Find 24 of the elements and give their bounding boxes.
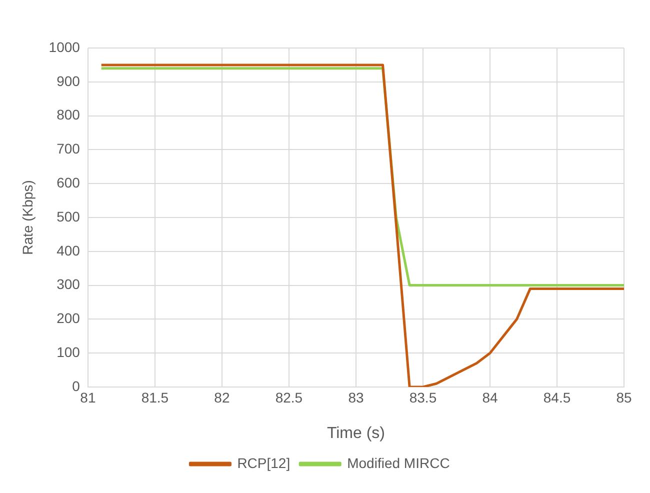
x-tick-label: 84: [482, 389, 498, 406]
x-tick-label: 83.5: [409, 389, 437, 406]
x-axis-title: Time (s): [326, 424, 386, 442]
y-axis-title: Rate (Kbps): [19, 180, 36, 255]
y-tick-label: 300: [56, 276, 80, 292]
x-tick-label: 84.5: [543, 389, 571, 406]
y-tick-label: 800: [56, 106, 80, 123]
y-tick-label: 200: [56, 310, 80, 326]
x-tick-label: 81.5: [141, 389, 169, 406]
x-tick-label: 83: [348, 389, 364, 406]
y-tick-label: 700: [56, 140, 80, 157]
y-tick-label: 1000: [48, 38, 80, 55]
y-tick-label: 0: [72, 378, 80, 394]
x-tick-label: 81: [80, 389, 96, 406]
x-tick-label: 82: [214, 389, 230, 406]
x-tick-label: 82.5: [275, 389, 303, 406]
y-tick-label: 400: [56, 242, 80, 258]
y-tick-label: 500: [56, 208, 80, 224]
y-tick-label: 900: [56, 72, 80, 89]
x-tick-label: 85: [616, 389, 632, 406]
legend-label: Modified MIRCC: [347, 454, 450, 471]
y-tick-label: 100: [56, 344, 80, 360]
legend-label: RCP[12]: [237, 454, 290, 471]
y-tick-label: 600: [56, 174, 80, 190]
